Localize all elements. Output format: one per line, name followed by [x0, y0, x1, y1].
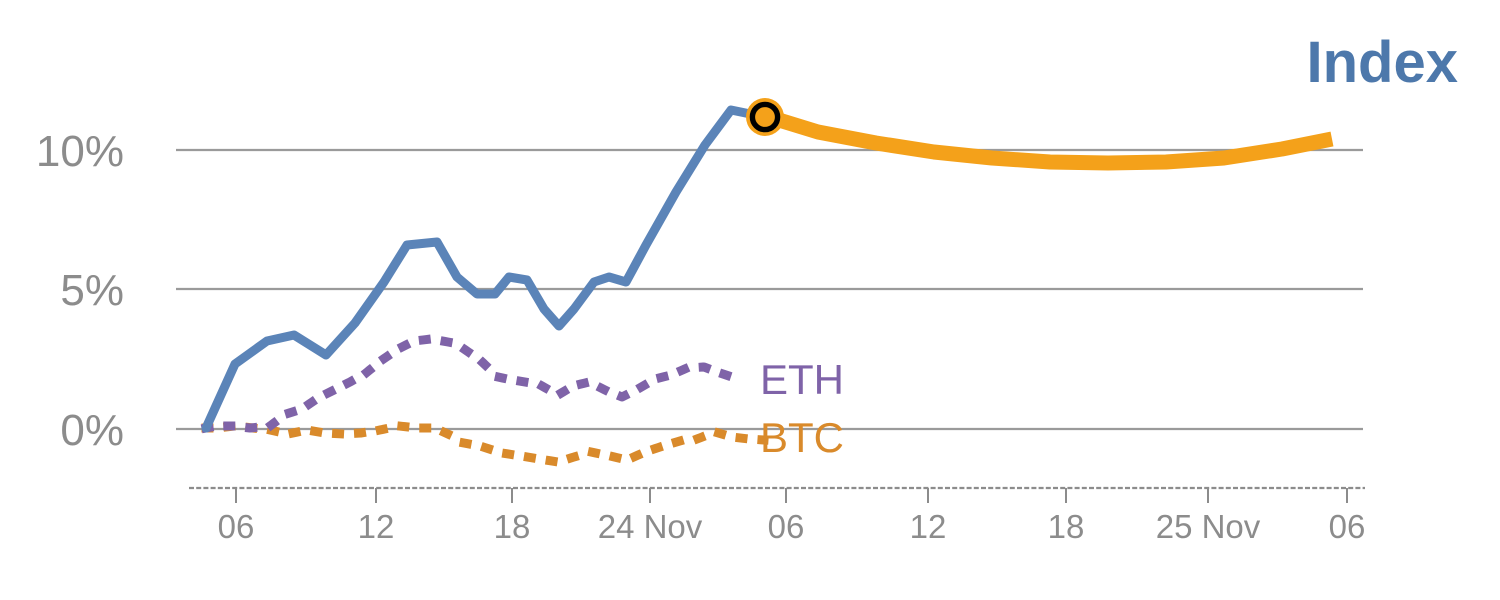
svg-text:18: 18: [1048, 508, 1085, 545]
svg-text:12: 12: [358, 508, 395, 545]
svg-text:ETH: ETH: [760, 356, 844, 403]
svg-text:18: 18: [494, 508, 531, 545]
svg-text:10%: 10%: [36, 127, 124, 176]
svg-text:5%: 5%: [60, 266, 124, 315]
svg-text:06: 06: [1329, 508, 1366, 545]
svg-text:Index: Index: [1307, 30, 1459, 95]
svg-text:BTC: BTC: [760, 414, 844, 461]
svg-text:06: 06: [768, 508, 805, 545]
svg-text:24 Nov: 24 Nov: [598, 508, 703, 545]
svg-text:12: 12: [910, 508, 947, 545]
svg-text:06: 06: [218, 508, 255, 545]
svg-text:25 Nov: 25 Nov: [1156, 508, 1261, 545]
svg-text:0%: 0%: [60, 406, 124, 455]
